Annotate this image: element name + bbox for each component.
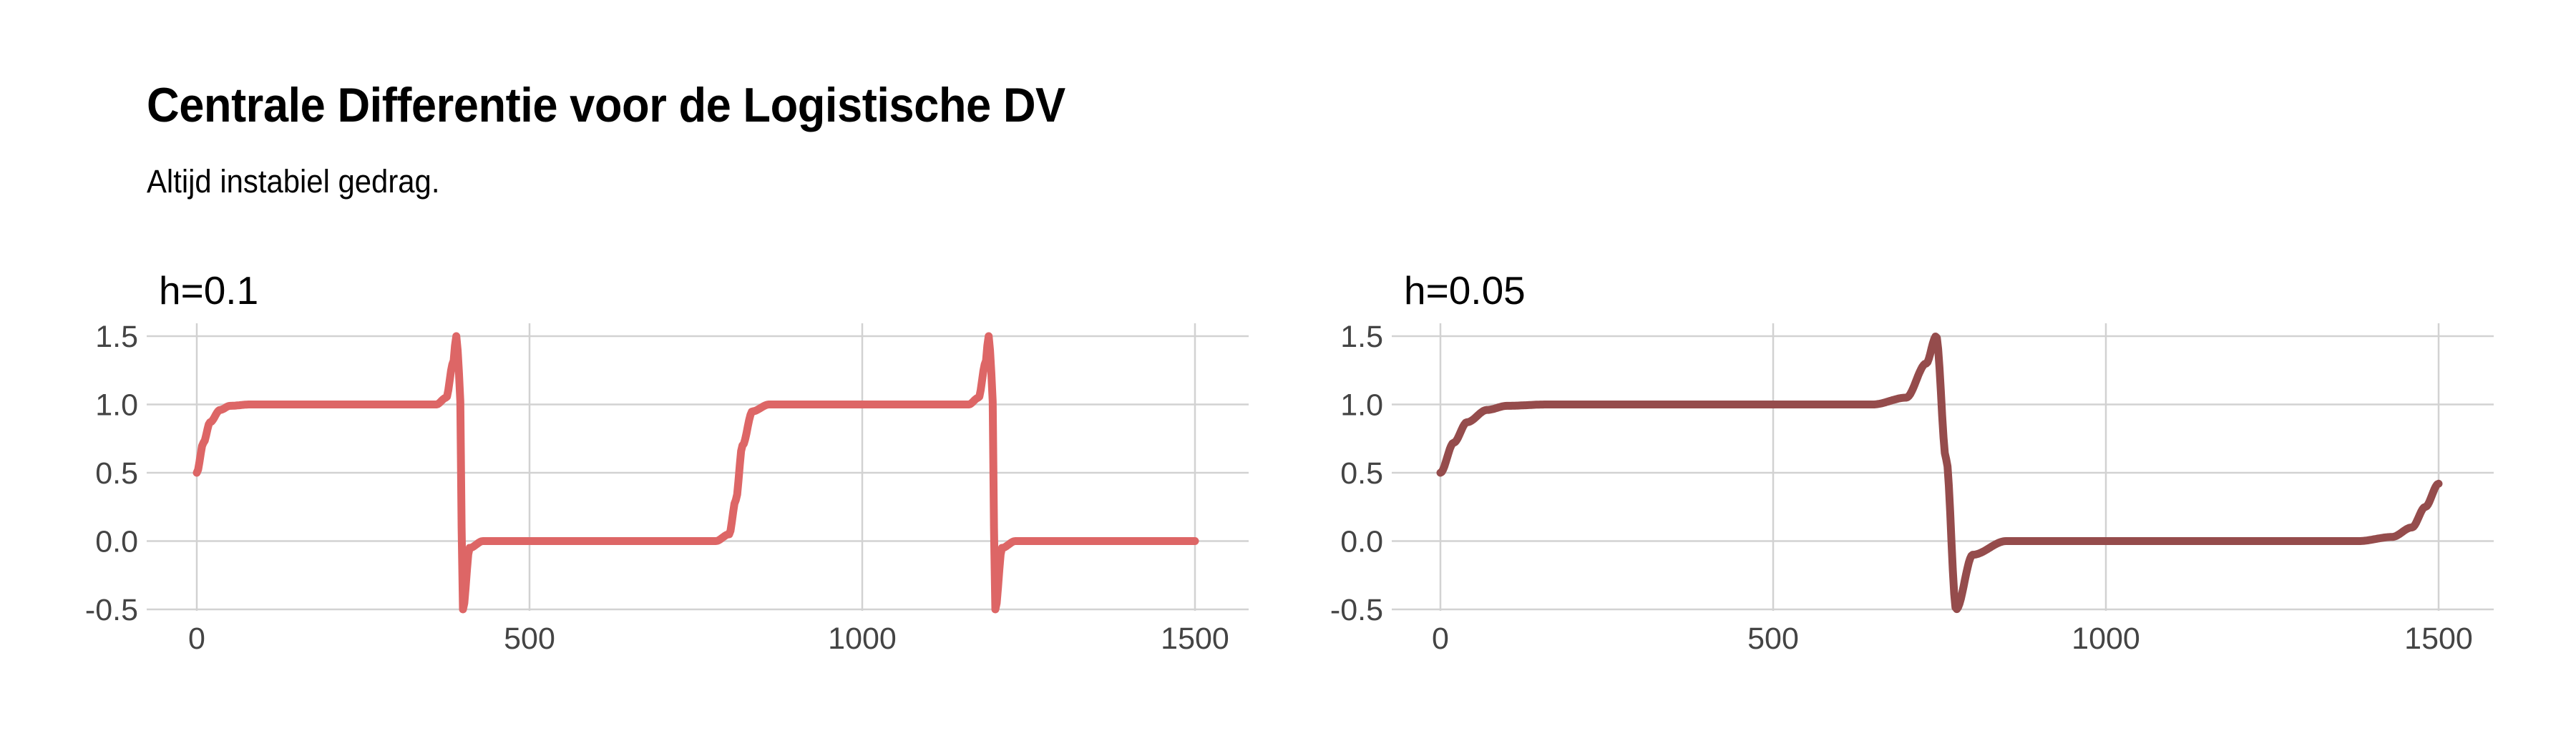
y-tick-label: 0.0 [1340, 525, 1383, 559]
x-tick-label: 1500 [2404, 622, 2473, 656]
series-line [192, 332, 1199, 614]
y-tick-label: -0.5 [85, 593, 138, 627]
y-tick-label: 1.5 [95, 320, 138, 354]
series-line [1436, 333, 2443, 614]
x-tick-label: 500 [504, 622, 555, 656]
chart-panel-0: -0.5 0.0 0.5 1.0 1.5 0 500 1000 1500 h=0.1 [85, 268, 1249, 656]
y-tick-label: 1.0 [95, 388, 138, 423]
chart-title: Centrale Differentie voor de Logistische… [147, 78, 1065, 132]
y-tick-label: -0.5 [1330, 593, 1383, 627]
panel-title: h=0.1 [159, 268, 258, 313]
x-tick-label: 1500 [1161, 622, 1229, 656]
y-tick-label: 0.0 [95, 525, 138, 559]
chart-panel-1: -0.5 0.0 0.5 1.0 1.5 0 500 1000 1500 h=0.05 [1330, 268, 2494, 656]
x-tick-label: 500 [1747, 622, 1799, 656]
grid [1392, 323, 2494, 611]
x-tick-label: 1000 [828, 622, 897, 656]
y-tick-label: 1.0 [1340, 388, 1383, 423]
grid [147, 323, 1249, 611]
y-tick-label: 0.5 [1340, 456, 1383, 491]
y-tick-label: 1.5 [1340, 320, 1383, 354]
x-tick-label: 0 [1432, 622, 1449, 656]
y-tick-label: 0.5 [95, 456, 138, 491]
x-tick-label: 0 [188, 622, 205, 656]
panel-title: h=0.05 [1404, 268, 1526, 313]
chart-subtitle: Altijd instabiel gedrag. [147, 163, 440, 200]
x-tick-label: 1000 [2072, 622, 2140, 656]
